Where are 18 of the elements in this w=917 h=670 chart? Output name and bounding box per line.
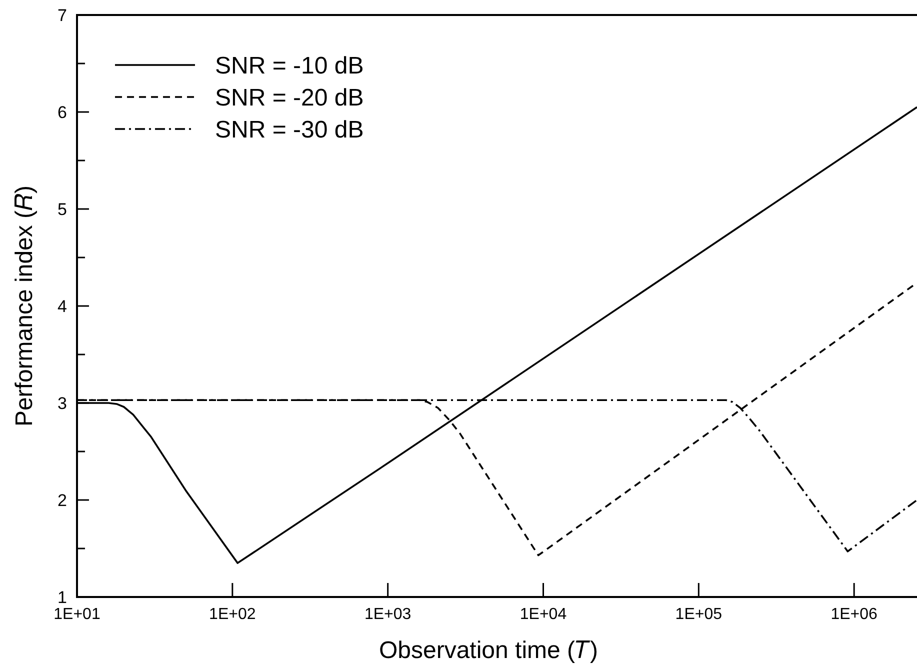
x-tick-label: 1E+02 xyxy=(209,606,256,623)
y-tick-label: 3 xyxy=(58,394,67,413)
x-tick-label: 1E+05 xyxy=(675,606,722,623)
x-axis-title: Observation time (𝑇) xyxy=(378,637,598,664)
y-tick-label: 4 xyxy=(58,296,67,316)
y-tick-label: 7 xyxy=(58,6,67,25)
x-tick-label: 1E+04 xyxy=(520,606,567,623)
legend-label: SNR = -30 dB xyxy=(215,116,364,144)
x-tick-label: 1E+03 xyxy=(364,606,412,623)
y-tick-label: 2 xyxy=(58,490,67,510)
y-axis-title: Performance index (𝑅) xyxy=(11,185,38,427)
y-tick-label: 5 xyxy=(58,200,67,219)
x-tick-label: 1E+06 xyxy=(830,606,878,623)
x-tick-label: 1E+01 xyxy=(54,606,100,623)
y-tick-label: 6 xyxy=(58,102,67,122)
y-tick-label: 1 xyxy=(58,588,67,607)
legend-label: SNR = -20 dB xyxy=(215,84,364,112)
legend-label: SNR = -10 dB xyxy=(215,52,364,80)
